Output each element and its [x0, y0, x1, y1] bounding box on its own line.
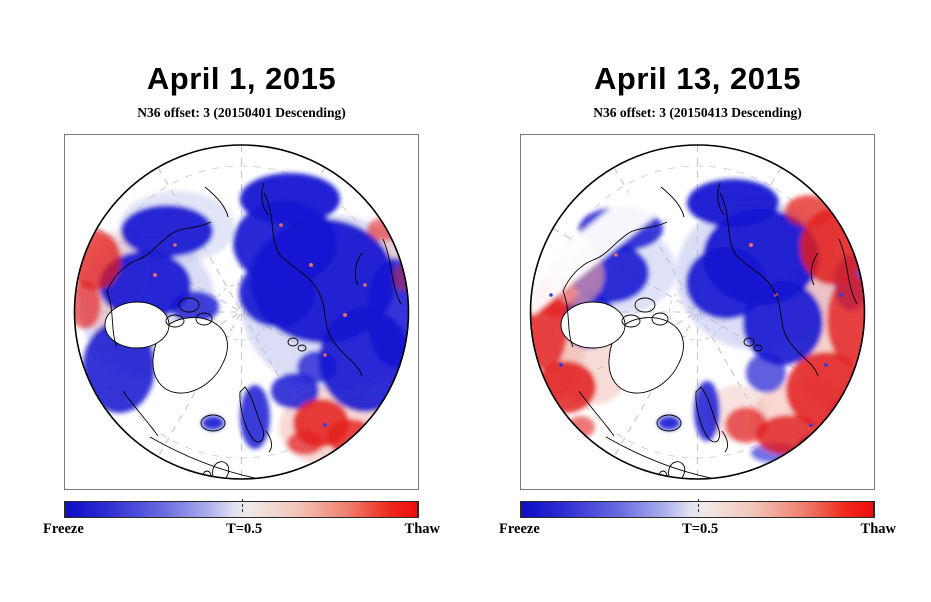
colorbar-label-freeze: Freeze: [43, 521, 84, 537]
colorbar-label-thaw: Thaw: [404, 521, 440, 537]
polar-map-april-1: [73, 144, 410, 480]
colorbar-label-freeze: Freeze: [499, 521, 540, 537]
panel-subtitle: N36 offset: 3 (20150401 Descending): [137, 105, 346, 120]
colorbar-midpoint-tick: [241, 499, 243, 512]
panel-title: April 13, 2015: [594, 60, 801, 96]
panel-april-1: April 1, 2015 N36 offset: 3 (20150401 De…: [43, 0, 440, 602]
colorbar-label-midpoint: T=0.5: [682, 521, 719, 537]
panel-april-13: April 13, 2015 N36 offset: 3 (20150413 D…: [499, 0, 896, 602]
colorbar-label-midpoint: T=0.5: [226, 521, 263, 537]
map-frame-april-1: [64, 134, 419, 490]
freeze-thaw-colorbar: [520, 499, 875, 518]
map-frame-april-13: [520, 134, 875, 490]
colorbar-midpoint-tick: [697, 499, 699, 512]
panel-title: April 1, 2015: [146, 60, 337, 96]
colorbar-label-thaw: Thaw: [860, 521, 896, 537]
panel-subtitle: N36 offset: 3 (20150413 Descending): [593, 105, 802, 120]
freeze-thaw-colorbar: [64, 499, 419, 518]
colorbar-labels: Freeze T=0.5 Thaw: [499, 521, 896, 538]
polar-map-april-13: [529, 144, 866, 480]
colorbar-labels: Freeze T=0.5 Thaw: [43, 521, 440, 538]
